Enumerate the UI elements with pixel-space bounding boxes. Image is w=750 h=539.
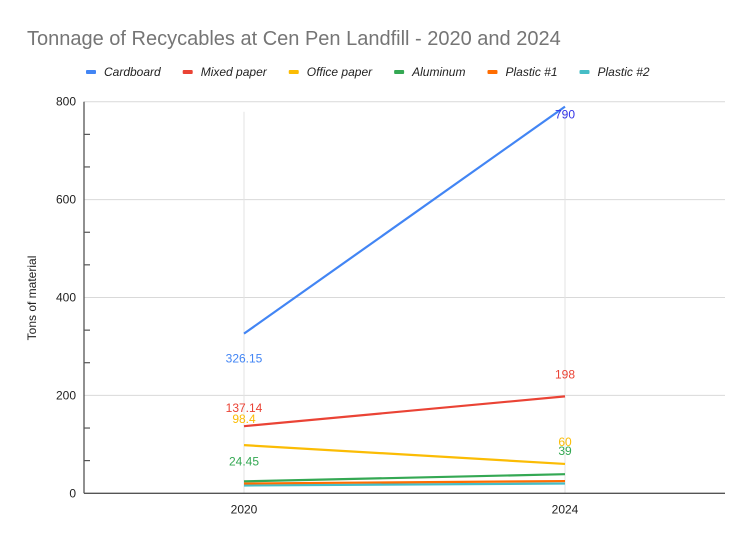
legend-swatch-icon <box>579 70 590 74</box>
legend-item[interactable]: Cardboard <box>86 65 161 79</box>
legend-swatch-icon <box>288 70 299 74</box>
legend-label: Mixed paper <box>201 65 268 79</box>
data-labels: 326.15 790 137.14 198 98.4 60 24.45 39 <box>226 108 576 469</box>
legend: Cardboard Mixed paper Office paper Aluminum… <box>86 65 650 79</box>
series-line-plastic-1 <box>243 479 566 485</box>
legend-item[interactable]: Plastic #1 <box>487 65 558 79</box>
data-label: 790 <box>555 108 575 122</box>
legend-label: Aluminum <box>411 65 465 79</box>
series-lines <box>243 105 566 487</box>
y-tick-label: 0 <box>69 486 76 500</box>
legend-label: Plastic #2 <box>598 65 650 79</box>
series-line-office-paper <box>243 444 566 466</box>
x-tick-label: 2024 <box>552 502 579 516</box>
gridlines <box>84 101 725 396</box>
y-tick-label: 600 <box>56 193 76 207</box>
legend-swatch-icon <box>394 70 405 74</box>
legend-label: Office paper <box>307 65 373 79</box>
legend-item[interactable]: Office paper <box>288 65 373 79</box>
legend-item[interactable]: Aluminum <box>394 65 465 79</box>
legend-swatch-icon <box>182 70 193 74</box>
data-label: 24.45 <box>229 454 259 468</box>
y-axis-title: Tons of material <box>25 256 39 341</box>
legend-item[interactable]: Mixed paper <box>182 65 268 79</box>
legend-swatch-icon <box>86 70 96 74</box>
x-tick-label: 2020 <box>231 502 258 516</box>
series-line-plastic-2 <box>243 482 566 487</box>
y-axis-ticks: 0 200 400 600 800 <box>56 95 90 500</box>
legend-swatch-icon <box>487 70 498 74</box>
category-guides <box>243 111 566 494</box>
x-axis-ticks: 2020 2024 <box>231 502 579 516</box>
data-label: 39 <box>558 444 572 458</box>
data-label: 198 <box>555 367 575 381</box>
y-tick-label: 400 <box>56 291 76 305</box>
data-label: 98.4 <box>232 412 256 426</box>
y-tick-label: 800 <box>56 95 76 109</box>
data-label: 137.14 <box>226 401 263 415</box>
legend-label: Cardboard <box>104 65 161 79</box>
chart-title: Tonnage of Recycables at Cen Pen Landfil… <box>27 28 561 50</box>
series-line-mixed-paper <box>243 395 566 428</box>
data-label: 60 <box>558 435 572 449</box>
legend-item[interactable]: Plastic #2 <box>579 65 650 79</box>
series-line-cardboard <box>243 105 566 335</box>
series-line-aluminum <box>243 473 566 483</box>
y-tick-label: 200 <box>56 388 76 402</box>
data-label: 326.15 <box>226 352 263 366</box>
legend-label: Plastic #1 <box>505 65 557 79</box>
